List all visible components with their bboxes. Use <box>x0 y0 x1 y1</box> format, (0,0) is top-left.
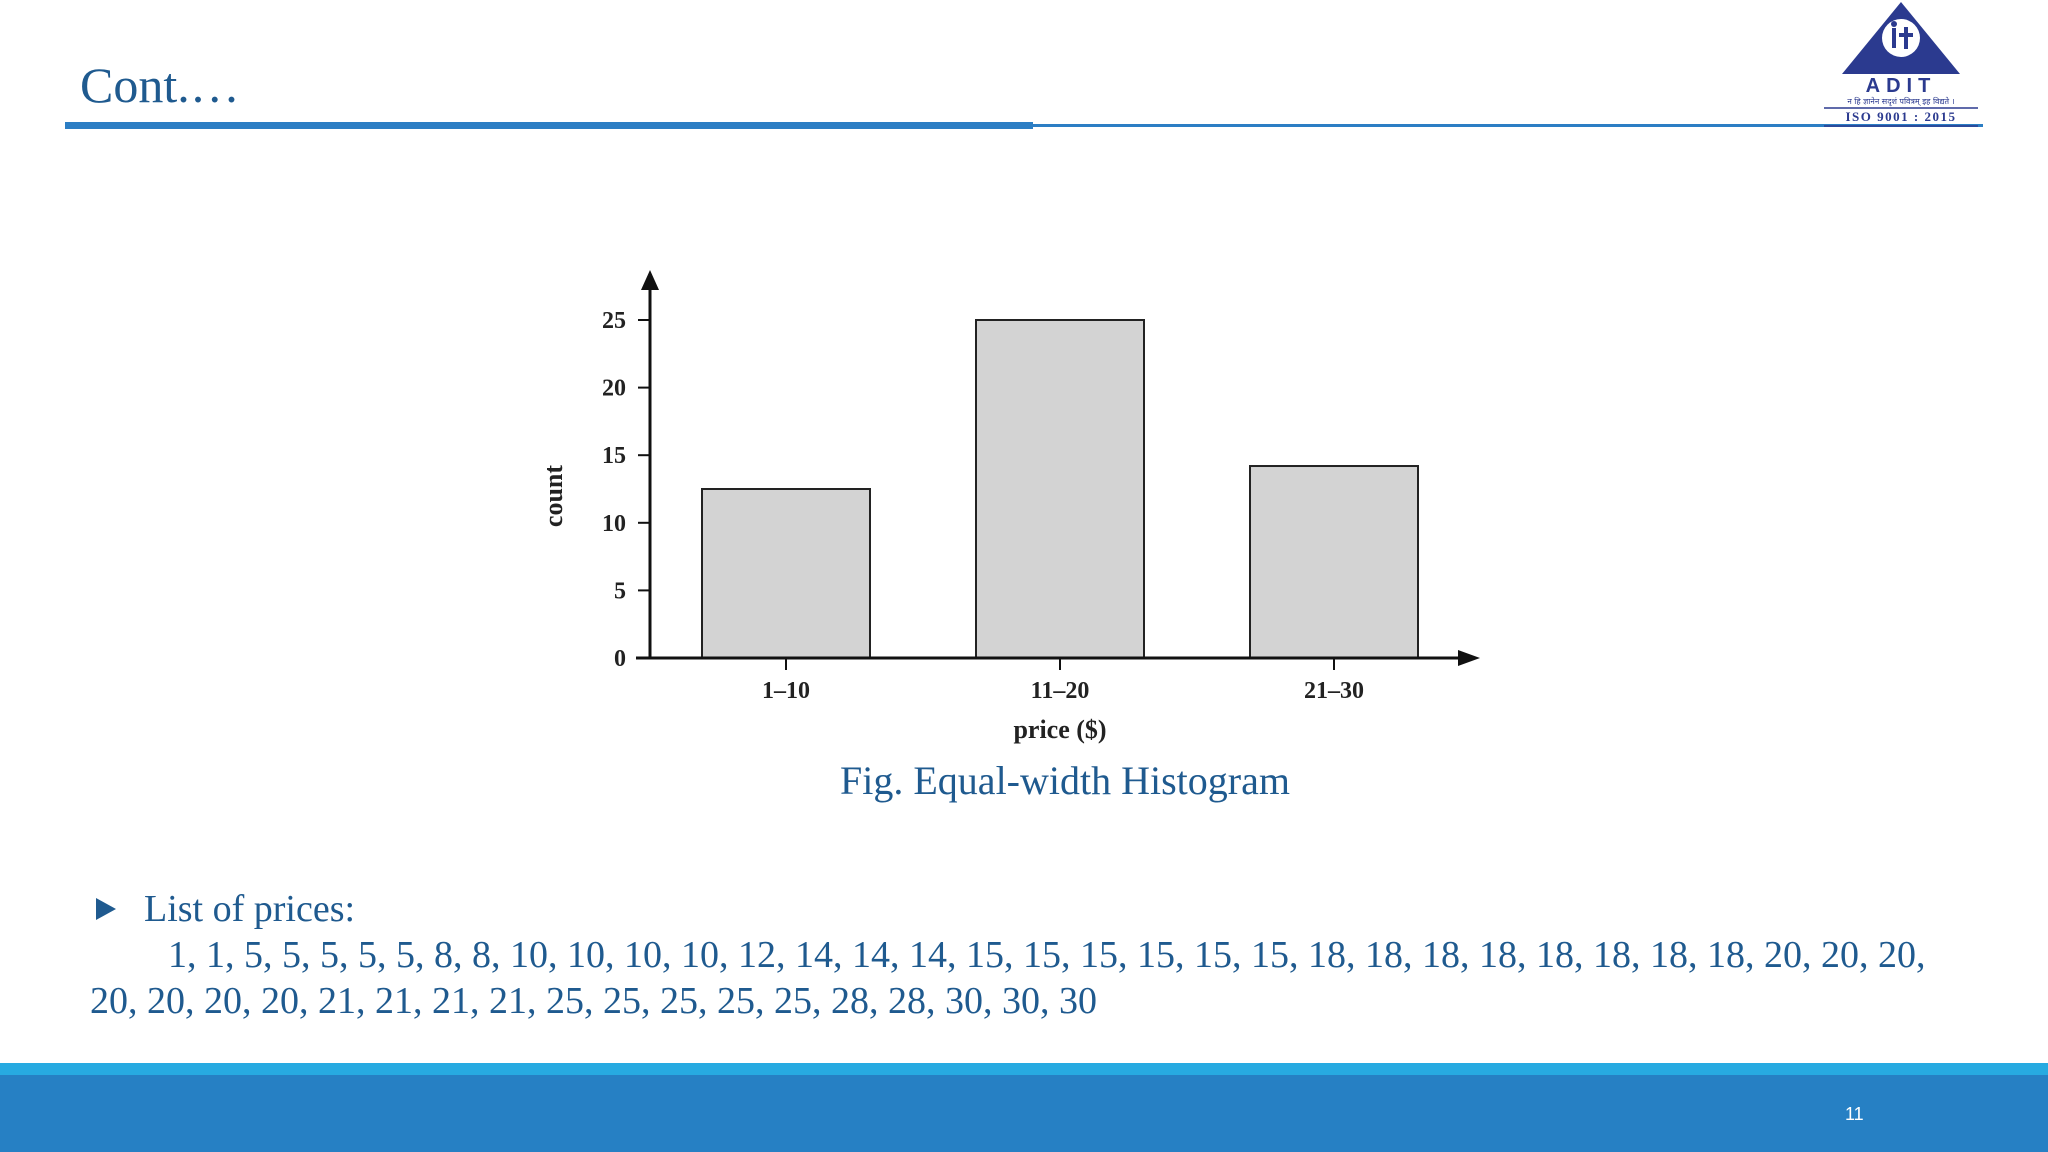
bullet-arrow-icon <box>96 898 116 920</box>
page-number: 11 <box>1845 1104 1864 1125</box>
x-axis-label: price ($) <box>1013 715 1106 744</box>
bullet-heading: List of prices: <box>90 886 1970 932</box>
histogram-bar <box>976 320 1144 658</box>
y-tick-label: 20 <box>602 376 626 402</box>
histogram-bar <box>1250 466 1418 658</box>
figure-caption: Fig. Equal-width Histogram <box>0 757 2048 804</box>
x-tick-label: 11–20 <box>1031 678 1090 704</box>
logo-iso: ISO 9001 : 2015 <box>1846 109 1957 124</box>
y-tick-label: 0 <box>614 646 626 672</box>
histogram-chart: 0 5 10 15 20 25 1–10 11–20 21–30 count price ($… <box>520 262 1500 752</box>
footer-stripe <box>0 1063 2048 1075</box>
bullet-label: List of prices: <box>144 886 355 932</box>
y-axis-arrow <box>641 270 659 290</box>
price-list: List of prices: 1, 1, 5, 5, 5, 5, 5, 8, … <box>90 886 1970 1024</box>
histogram-bar <box>702 489 870 658</box>
y-axis-label: count <box>539 465 568 527</box>
y-tick-label: 10 <box>602 511 626 537</box>
footer-bar <box>0 1075 2048 1152</box>
slide-title: Cont.… <box>80 56 240 114</box>
x-tick-label: 1–10 <box>762 678 810 704</box>
y-tick-label: 5 <box>614 578 626 604</box>
logo-wordmark: ADIT <box>1866 75 1937 97</box>
title-underline-thick <box>65 122 1033 129</box>
x-axis-arrow <box>1458 650 1480 666</box>
y-tick-label: 15 <box>602 443 626 469</box>
y-tick-label: 25 <box>602 308 626 334</box>
x-tick-label: 21–30 <box>1304 678 1364 704</box>
price-values: 1, 1, 5, 5, 5, 5, 5, 8, 8, 10, 10, 10, 1… <box>90 932 1970 1024</box>
logo-tagline: न हि ज्ञानेन सदृशं पवित्रम् इह विद्यते । <box>1847 96 1954 107</box>
adit-logo: ADIT न हि ज्ञानेन सदृशं पवित्रम् इह विद्… <box>1812 0 1990 128</box>
